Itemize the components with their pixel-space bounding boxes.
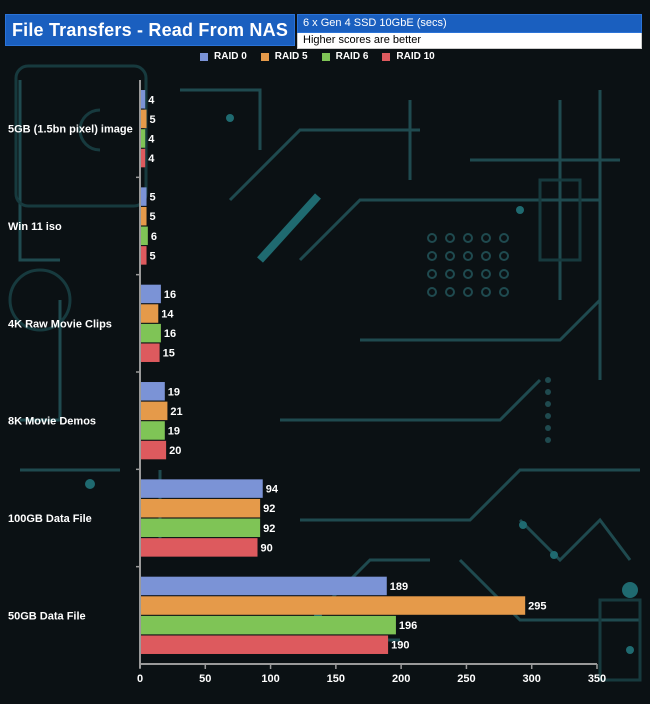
bar-value-label: 15 [163,348,175,360]
legend-swatch [321,52,330,61]
bar-value-label: 5 [150,192,156,204]
bar [140,246,147,265]
x-tick-label: 300 [523,673,541,685]
bar [140,343,160,362]
bar [140,284,161,304]
bar [140,129,146,148]
bar [140,635,389,654]
category-label: 8K Movie Demos [8,416,96,428]
legend-label: RAID 6 [335,51,369,62]
bar [140,518,261,538]
bar [140,401,168,421]
legend-item: RAID 0 [200,51,247,62]
category-label: Win 11 iso [8,221,62,233]
bar-value-label: 92 [263,503,275,515]
bar-value-label: 16 [164,328,176,340]
legend-swatch [382,52,391,61]
bar-value-label: 5 [150,211,156,223]
bar-value-label: 4 [148,153,155,165]
bar [140,206,147,226]
bar-value-label: 20 [169,445,181,457]
subtitle-units: 6 x Gen 4 SSD 10GbE (secs) [297,14,642,33]
bar-value-label: 5 [150,250,156,262]
bar-value-label: 4 [148,133,155,145]
bar-value-label: 16 [164,289,176,301]
bar [140,148,146,168]
category-label: 50GB Data File [8,610,86,622]
bar-value-label: 19 [168,386,180,398]
bar [140,538,258,557]
bar [140,109,147,129]
subtitle-note: Higher scores are better [297,33,642,49]
legend-item: RAID 5 [260,51,308,62]
legend-item: RAID 6 [321,51,369,62]
bar-value-label: 295 [528,601,546,613]
bar-value-label: 21 [170,406,182,418]
x-tick-label: 150 [327,673,345,685]
category-label: 4K Raw Movie Clips [8,318,112,330]
legend-label: RAID 0 [214,51,247,62]
x-tick-label: 350 [588,673,606,685]
legend-item: RAID 10 [382,51,435,62]
legend-label: RAID 5 [274,51,308,62]
bar-value-label: 196 [399,620,417,632]
bar [140,498,261,518]
bar-value-label: 92 [263,523,275,535]
bar [140,382,165,401]
x-tick-label: 0 [137,673,143,685]
bar [140,226,148,246]
bar-value-label: 189 [390,581,408,593]
bar-value-label: 94 [266,484,279,496]
x-tick-label: 250 [457,673,475,685]
bar [140,440,167,460]
legend: RAID 0 RAID 5 RAID 6 RAID 10 [200,51,435,62]
bar-value-label: 14 [161,309,174,321]
bar [140,90,146,109]
category-label: 5GB (1.5bn pixel) image [8,124,133,136]
bar-value-label: 4 [148,94,155,106]
legend-label: RAID 10 [396,51,435,62]
subtitle-box: 6 x Gen 4 SSD 10GbE (secs) Higher scores… [297,14,642,49]
x-tick-label: 50 [199,673,211,685]
bar-value-label: 5 [150,114,156,126]
x-tick-label: 200 [392,673,410,685]
bar-value-label: 190 [391,640,409,652]
bar [140,615,396,635]
legend-swatch [200,52,208,61]
chart-title: File Transfers - Read From NAS [5,14,295,46]
legend-swatch [260,52,269,61]
bar [140,596,526,615]
bar [140,421,165,440]
bar [140,479,263,498]
x-tick-label: 100 [261,673,279,685]
bar-value-label: 6 [151,231,157,243]
bar [140,576,387,596]
bar-value-label: 90 [261,542,273,554]
category-label: 100GB Data File [8,513,92,525]
bar [140,323,161,343]
bar [140,187,147,206]
bar [140,304,159,323]
bar-value-label: 19 [168,425,180,437]
